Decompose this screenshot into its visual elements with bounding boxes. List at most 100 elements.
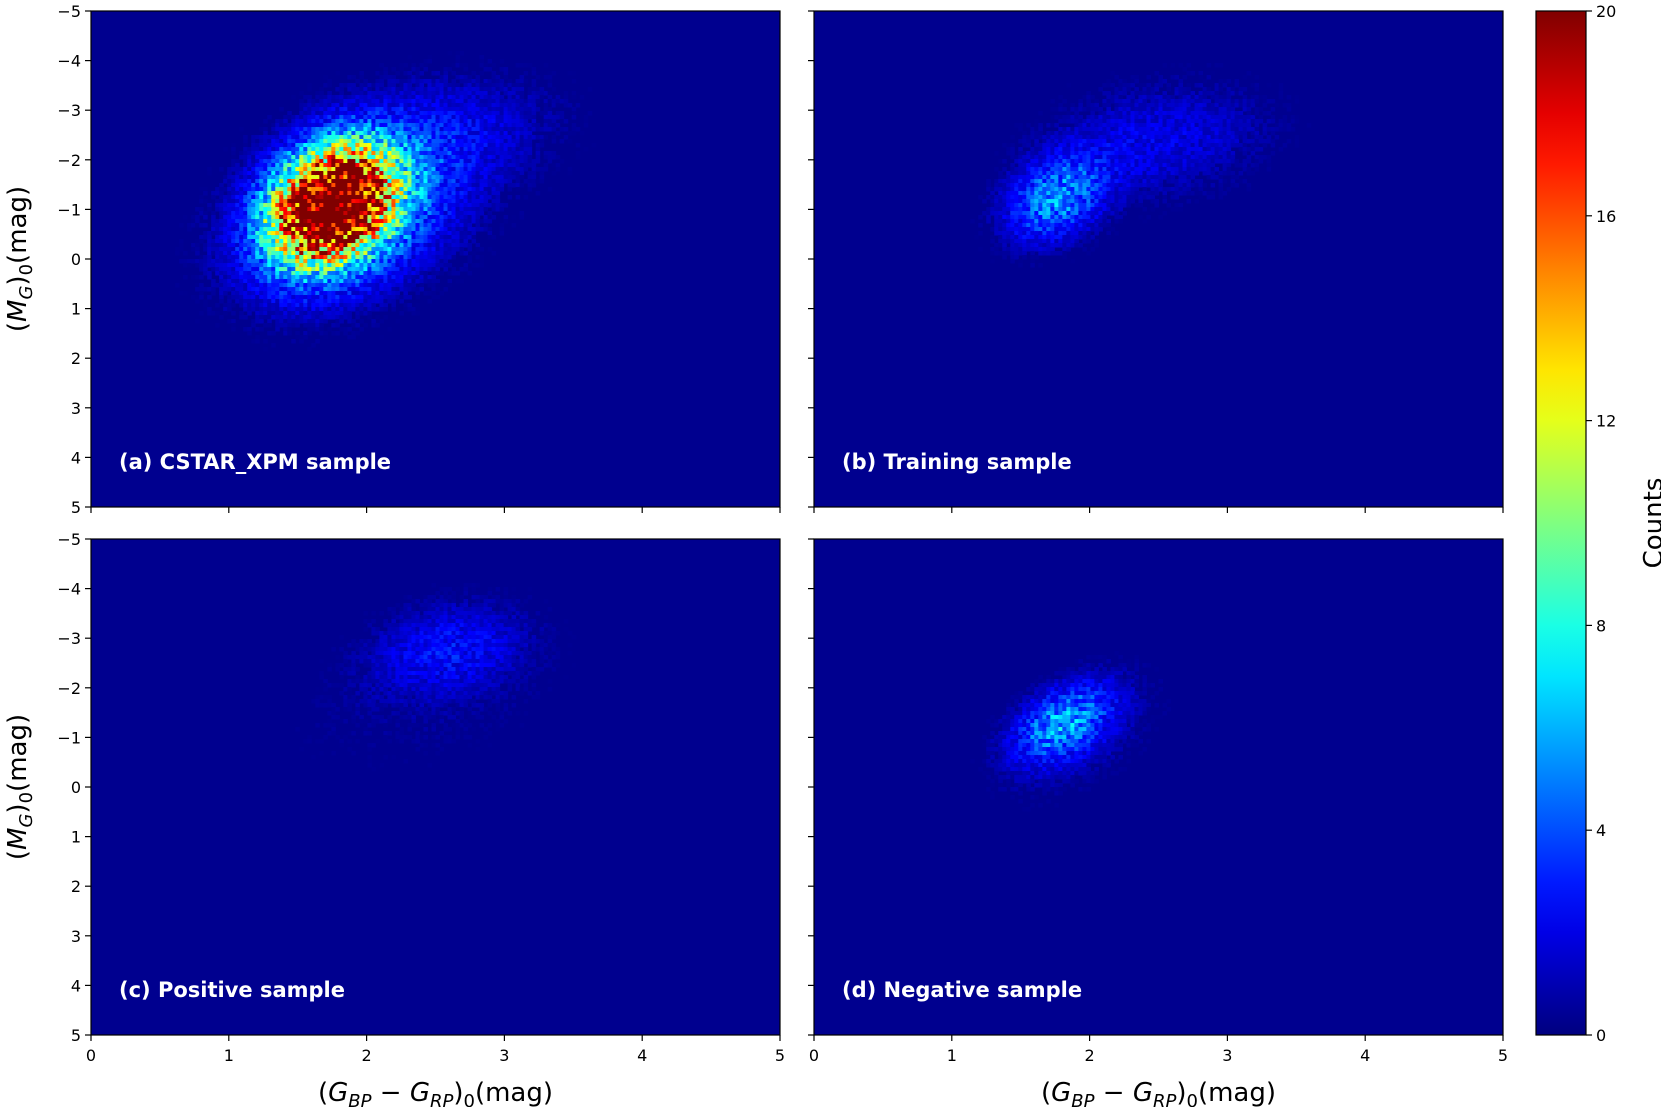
heatmap-cell bbox=[591, 143, 597, 148]
heatmap-cell bbox=[227, 303, 232, 308]
heatmap-cell bbox=[1034, 199, 1039, 204]
heatmap-cell bbox=[1050, 247, 1055, 252]
heatmap-cell bbox=[207, 307, 212, 312]
heatmap-cell bbox=[1030, 211, 1035, 216]
heatmap-cell bbox=[371, 319, 376, 324]
heatmap-cell bbox=[415, 155, 420, 160]
heatmap-cell bbox=[223, 271, 228, 276]
heatmap-cell bbox=[475, 207, 481, 212]
heatmap-cell bbox=[235, 239, 240, 244]
heatmap-cell bbox=[231, 323, 236, 328]
heatmap-cell bbox=[423, 191, 428, 196]
heatmap-cell bbox=[203, 259, 208, 264]
heatmap-cell bbox=[379, 307, 384, 312]
heatmap-cell bbox=[355, 207, 360, 212]
heatmap-cell bbox=[227, 255, 232, 260]
heatmap-cell bbox=[335, 163, 340, 168]
heatmap-cell bbox=[247, 291, 252, 296]
heatmap-cell bbox=[331, 183, 336, 188]
heatmap-cell bbox=[407, 135, 412, 140]
heatmap-cell bbox=[1046, 211, 1051, 216]
heatmap-cell bbox=[415, 271, 420, 276]
heatmap-cell bbox=[1070, 147, 1075, 152]
heatmap-cell bbox=[403, 203, 408, 208]
heatmap-cell bbox=[219, 279, 224, 284]
heatmap-cell bbox=[291, 151, 296, 156]
heatmap-cell bbox=[367, 235, 372, 240]
heatmap-cell bbox=[483, 175, 489, 180]
heatmap-cell bbox=[471, 135, 477, 140]
heatmap-cell bbox=[359, 131, 364, 136]
heatmap-cell bbox=[327, 127, 332, 132]
heatmap-cell bbox=[1070, 231, 1075, 236]
heatmap-cell bbox=[463, 127, 469, 132]
heatmap-cell bbox=[251, 167, 256, 172]
heatmap-cell bbox=[323, 267, 328, 272]
heatmap-cell bbox=[387, 231, 392, 236]
heatmap-cell bbox=[407, 207, 412, 212]
heatmap-cell bbox=[423, 79, 428, 84]
heatmap-cell bbox=[994, 243, 999, 248]
heatmap-cell bbox=[1046, 243, 1051, 248]
heatmap-cell bbox=[1062, 163, 1067, 168]
heatmap-cell bbox=[311, 279, 316, 284]
heatmap-cell bbox=[1050, 167, 1055, 172]
heatmap-cell bbox=[1086, 119, 1091, 124]
heatmap-cell bbox=[407, 111, 412, 116]
heatmap-cell bbox=[994, 215, 999, 220]
heatmap-cell bbox=[451, 243, 457, 248]
heatmap-cell bbox=[1082, 235, 1087, 240]
heatmap-cell bbox=[231, 263, 236, 268]
heatmap-cell bbox=[579, 131, 585, 136]
heatmap-cell bbox=[483, 127, 489, 132]
heatmap-cell bbox=[483, 131, 489, 136]
heatmap-cell bbox=[291, 323, 296, 328]
heatmap-cell bbox=[275, 191, 280, 196]
heatmap-cell bbox=[323, 107, 328, 112]
heatmap-cell bbox=[291, 315, 296, 320]
heatmap-cell bbox=[295, 231, 300, 236]
heatmap-cell bbox=[315, 263, 320, 268]
heatmap-cell bbox=[311, 191, 316, 196]
heatmap-cell bbox=[203, 263, 208, 268]
heatmap-cell bbox=[1046, 171, 1051, 176]
heatmap-cell bbox=[267, 143, 272, 148]
heatmap-cell bbox=[451, 199, 457, 204]
heatmap-cell bbox=[483, 191, 489, 196]
heatmap-cell bbox=[403, 243, 408, 248]
heatmap-cell bbox=[455, 179, 461, 184]
heatmap-cell bbox=[499, 119, 505, 124]
heatmap-cell bbox=[1022, 195, 1027, 200]
heatmap-cell bbox=[383, 131, 388, 136]
heatmap-cell bbox=[1006, 203, 1011, 208]
heatmap-cell bbox=[415, 191, 420, 196]
heatmap-cell bbox=[235, 287, 240, 292]
heatmap-cell bbox=[407, 179, 412, 184]
heatmap-cell bbox=[367, 303, 372, 308]
heatmap-cell bbox=[335, 99, 340, 104]
heatmap-cell bbox=[355, 223, 360, 228]
heatmap-cell bbox=[331, 263, 336, 268]
heatmap-cell bbox=[215, 243, 220, 248]
heatmap-cell bbox=[479, 135, 485, 140]
heatmap-cell bbox=[479, 131, 485, 136]
heatmap-cell bbox=[299, 103, 304, 108]
heatmap-cell bbox=[535, 75, 541, 80]
heatmap-cell bbox=[335, 179, 340, 184]
heatmap-cell bbox=[291, 179, 296, 184]
heatmap-cell bbox=[487, 83, 493, 88]
heatmap-cell bbox=[471, 155, 477, 160]
heatmap-cell bbox=[347, 311, 352, 316]
heatmap-cell bbox=[295, 235, 300, 240]
heatmap-cell bbox=[495, 159, 501, 164]
heatmap-cell bbox=[235, 243, 240, 248]
heatmap-cell bbox=[419, 151, 424, 156]
heatmap-cell bbox=[291, 311, 296, 316]
heatmap-cell bbox=[239, 179, 244, 184]
heatmap-cell bbox=[443, 111, 449, 116]
heatmap-cell bbox=[1046, 155, 1051, 160]
heatmap-cell bbox=[443, 83, 449, 88]
heatmap-cell bbox=[267, 155, 272, 160]
heatmap-cell bbox=[515, 115, 521, 120]
heatmap-cell bbox=[399, 191, 404, 196]
